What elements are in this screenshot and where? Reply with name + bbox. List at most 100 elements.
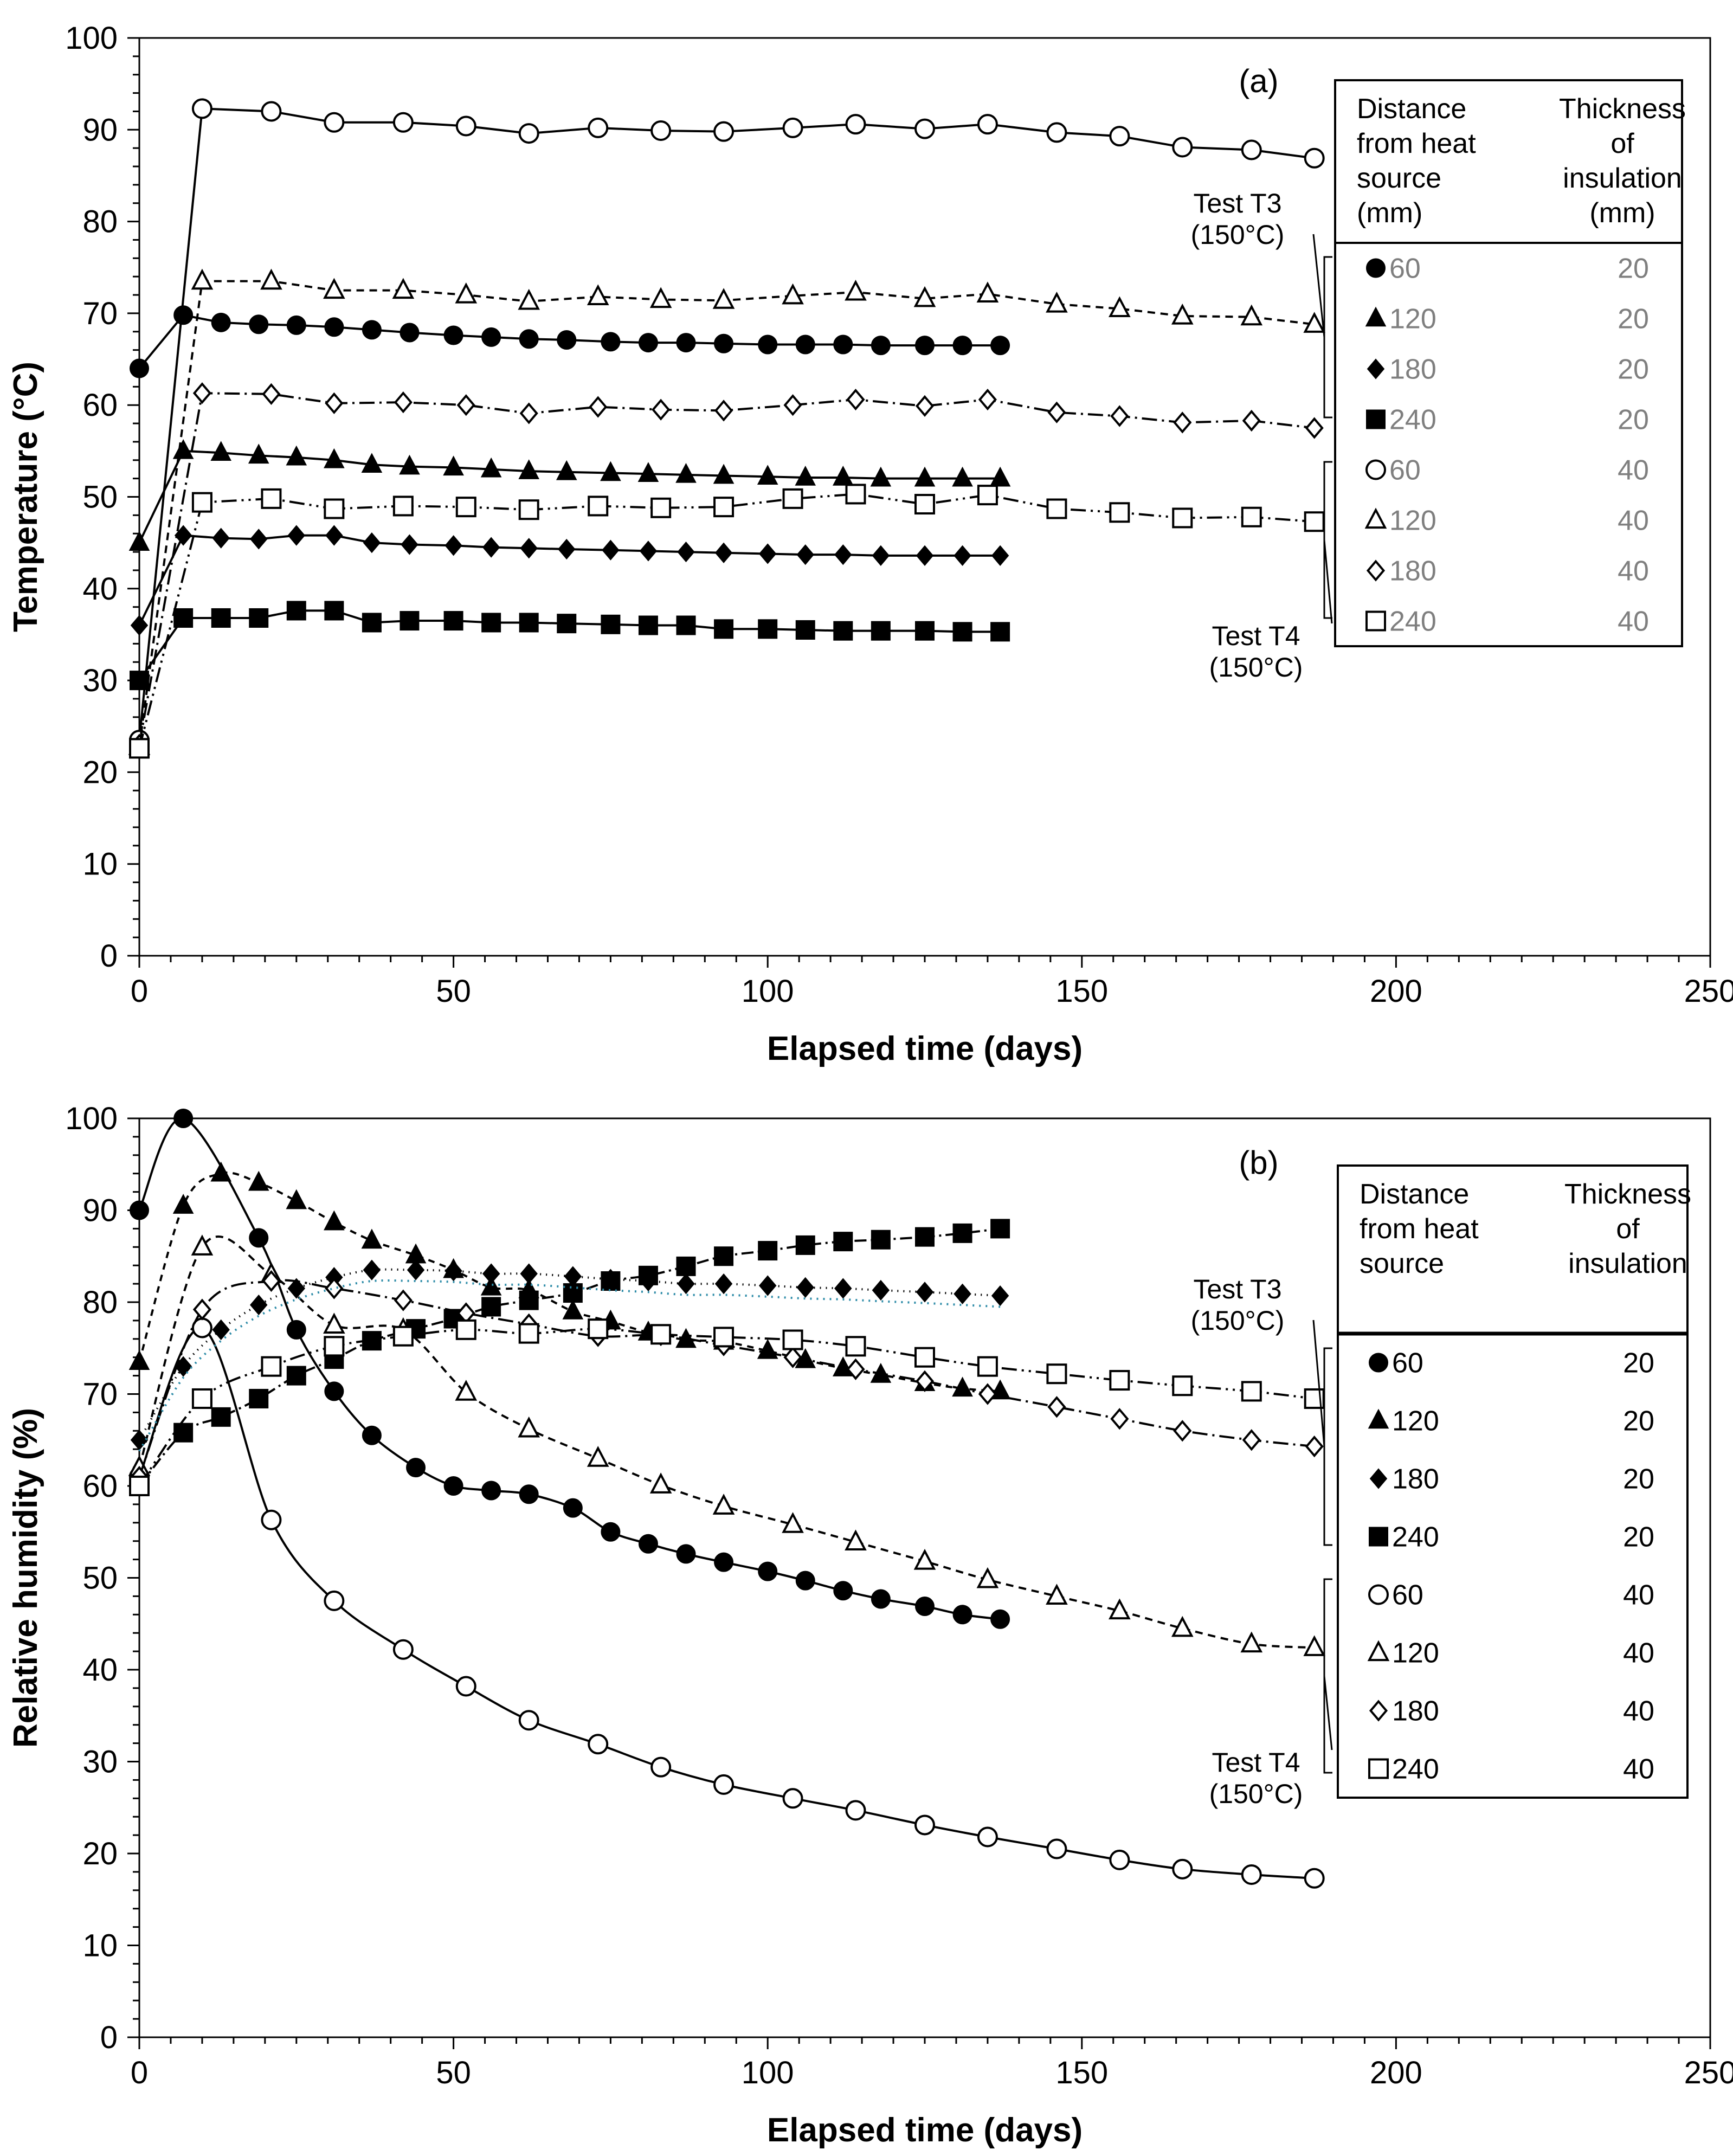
- data-point: [845, 484, 866, 505]
- data-point: [783, 1346, 802, 1368]
- x-axis-title: Elapsed time (days): [767, 2112, 1083, 2149]
- data-point: [394, 391, 413, 414]
- series-square-filled-240mm: [130, 1219, 1010, 1496]
- data-point: [952, 466, 973, 487]
- data-point: [443, 325, 463, 345]
- data-point: [392, 1325, 414, 1347]
- y-tick-label: 90: [82, 1193, 118, 1228]
- legend-header-distance: (mm): [1357, 197, 1422, 229]
- chart-panel-a: 0 50 100 150 200 250 0 10 20 30 40 50 60 70 80 90 100 Ela…: [7, 21, 1733, 1067]
- data-point: [324, 498, 345, 519]
- x-axis-title: Elapsed time (days): [767, 1030, 1083, 1067]
- data-point: [677, 1273, 695, 1295]
- data-point: [287, 525, 306, 546]
- y-tick-label: 80: [82, 204, 118, 240]
- legend-thickness: 20: [1618, 404, 1649, 436]
- data-point: [562, 1299, 584, 1320]
- series-diamond-open-180mm: [130, 1270, 1324, 1488]
- legend-thickness: 20: [1618, 354, 1649, 385]
- data-point: [601, 1522, 621, 1542]
- data-point: [324, 601, 344, 621]
- data-point: [915, 336, 935, 356]
- data-point: [481, 327, 501, 347]
- x-tick-label: 150: [1055, 974, 1108, 1009]
- data-point: [782, 283, 804, 305]
- data-point: [991, 1285, 1009, 1307]
- data-point: [832, 466, 854, 486]
- y-tick-label: 100: [65, 1101, 118, 1136]
- data-point: [518, 288, 540, 310]
- test-name: Test T4: [1212, 621, 1300, 651]
- series-triangle-filled-120mm: [128, 439, 1011, 551]
- data-point: [783, 394, 802, 416]
- data-point: [250, 529, 268, 550]
- data-point: [782, 1329, 803, 1350]
- data-point: [639, 540, 658, 562]
- series-triangle-open-120mm: [128, 1234, 1326, 1656]
- data-point: [129, 738, 150, 759]
- series-circle-filled-60mm: [130, 1109, 1010, 1629]
- legend-marker: [1367, 358, 1385, 379]
- data-point: [130, 1430, 149, 1451]
- series-circle-filled-60mm: [130, 305, 1010, 378]
- data-point: [128, 1350, 150, 1370]
- data-point: [714, 333, 734, 353]
- data-point: [286, 1320, 306, 1340]
- data-point: [714, 400, 733, 422]
- data-point: [481, 1481, 501, 1501]
- data-point: [1046, 1838, 1067, 1859]
- data-point: [954, 1283, 971, 1304]
- data-point: [392, 278, 415, 299]
- data-point: [833, 1581, 853, 1601]
- test-label-t4: Test T4(150°C): [1209, 1578, 1333, 1809]
- data-point: [1241, 1381, 1262, 1402]
- data-point: [872, 545, 890, 566]
- data-point: [1172, 507, 1193, 529]
- data-point: [130, 1200, 149, 1220]
- data-point: [845, 1529, 867, 1550]
- legend-distance: 180: [1392, 1696, 1439, 1727]
- data-point: [482, 1263, 500, 1284]
- legend-distance: 60: [1389, 253, 1421, 285]
- data-point: [518, 1416, 540, 1438]
- data-point: [1047, 401, 1066, 423]
- data-point: [588, 117, 609, 138]
- data-point: [249, 1388, 269, 1408]
- data-point: [262, 383, 281, 405]
- data-point: [914, 1814, 935, 1836]
- data-point: [173, 305, 194, 325]
- panel-label: (a): [1239, 63, 1278, 99]
- data-point: [977, 114, 998, 135]
- data-point: [1304, 147, 1325, 169]
- data-point: [557, 330, 577, 350]
- data-point: [250, 1294, 268, 1316]
- legend-marker: [1369, 1527, 1388, 1547]
- data-point: [443, 611, 463, 631]
- data-point: [172, 439, 194, 459]
- data-point: [261, 1509, 282, 1530]
- data-point: [1046, 498, 1067, 519]
- data-point: [191, 1234, 214, 1256]
- data-point: [976, 1567, 999, 1588]
- legend-distance: 240: [1392, 1522, 1439, 1553]
- data-point: [174, 525, 192, 546]
- data-point: [714, 1552, 734, 1572]
- legend-marker: [1365, 610, 1386, 632]
- data-point: [249, 1228, 269, 1248]
- legend-marker: [1369, 1468, 1388, 1489]
- test-temperature: (150°C): [1191, 220, 1285, 250]
- data-point: [518, 1323, 539, 1344]
- series-line: [138, 392, 1315, 745]
- data-point: [1110, 405, 1129, 427]
- data-point: [248, 443, 269, 464]
- data-point: [261, 488, 282, 509]
- legend-thickness: 40: [1623, 1580, 1654, 1611]
- data-point: [323, 1312, 345, 1334]
- data-point: [795, 466, 816, 486]
- data-point: [482, 537, 500, 558]
- y-tick-label: 70: [82, 1377, 118, 1412]
- data-point: [638, 615, 658, 635]
- legend-thickness: 40: [1623, 1696, 1654, 1727]
- data-point: [712, 288, 735, 309]
- legend-row: 180 40: [1366, 556, 1649, 587]
